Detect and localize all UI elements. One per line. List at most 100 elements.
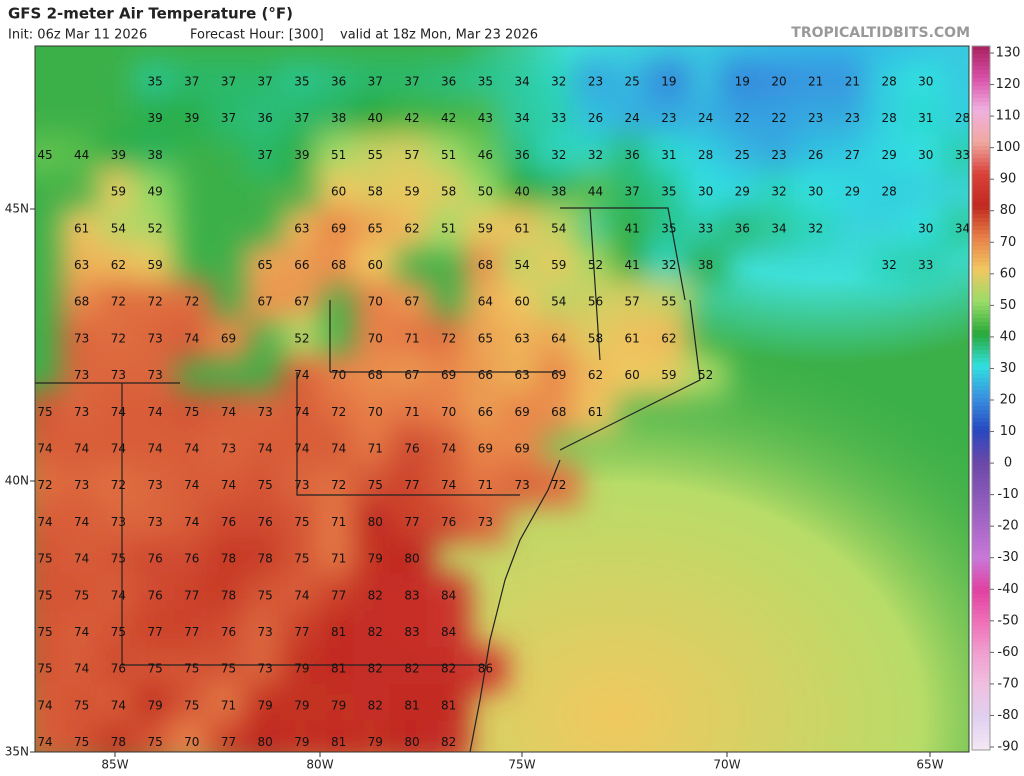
map-frame [34, 45, 970, 753]
colorbar-swatch [972, 338, 990, 343]
colorbar-swatch [972, 442, 990, 447]
colorbar-swatch [972, 710, 990, 715]
temp-value: 75 [74, 735, 89, 749]
colorbar-swatch [972, 666, 990, 671]
lon-label: 85W [101, 758, 128, 772]
colorbar-swatch [972, 618, 990, 623]
temp-value: 42 [404, 111, 419, 125]
colorbar-swatch [972, 690, 990, 695]
colorbar-swatch [972, 634, 990, 639]
temp-value: 51 [441, 221, 456, 235]
colorbar-swatch [972, 570, 990, 575]
temp-value: 81 [331, 735, 346, 749]
temp-value: 82 [368, 662, 383, 676]
temp-value: 45 [37, 148, 52, 162]
colorbar-swatch [972, 66, 990, 71]
colorbar-swatch [972, 730, 990, 735]
temp-value: 71 [404, 405, 419, 419]
temp-value: 79 [147, 698, 162, 712]
colorbar-swatch [972, 538, 990, 543]
colorbar-swatch [972, 646, 990, 651]
temp-value: 72 [441, 331, 456, 345]
temp-value: 35 [661, 221, 676, 235]
temp-value: 84 [441, 588, 456, 602]
temp-value: 74 [111, 588, 126, 602]
colorbar-swatch [972, 414, 990, 419]
temp-value: 63 [514, 331, 529, 345]
temp-value: 80 [404, 552, 419, 566]
colorbar-swatch [972, 186, 990, 191]
colorbar-swatch [972, 294, 990, 299]
lon-label: 65W [916, 758, 943, 772]
colorbar-swatch [972, 46, 990, 51]
temp-value: 68 [551, 405, 566, 419]
temp-value: 73 [258, 662, 273, 676]
temp-value: 75 [37, 625, 52, 639]
temp-value: 74 [184, 515, 199, 529]
temp-cell [940, 133, 969, 178]
colorbar-label: 130 [996, 46, 1021, 61]
temp-value: 35 [294, 75, 309, 89]
temp-value: 72 [111, 295, 126, 309]
temp-value: 77 [331, 588, 346, 602]
colorbar-swatch [972, 74, 990, 79]
temp-value: 21 [845, 75, 860, 89]
colorbar-swatch [972, 118, 990, 123]
colorbar-swatch [972, 246, 990, 251]
temp-value: 70 [331, 368, 346, 382]
colorbar-swatch [972, 598, 990, 603]
temp-value: 34 [955, 221, 970, 235]
temp-cell [536, 463, 581, 508]
temp-value: 74 [294, 442, 309, 456]
temp-value: 26 [588, 111, 603, 125]
colorbar-swatch [972, 318, 990, 323]
lat-label: 35N [5, 745, 29, 759]
colorbar-swatch [972, 734, 990, 739]
colorbar-label: -60 [997, 645, 1018, 660]
temp-value: 37 [258, 148, 273, 162]
colorbar-label: 50 [1000, 298, 1017, 313]
temp-value: 26 [808, 148, 823, 162]
colorbar-swatch [972, 726, 990, 731]
colorbar-swatch [972, 358, 990, 363]
temp-value: 33 [918, 258, 933, 272]
temp-value: 32 [588, 148, 603, 162]
colorbar-label: 100 [996, 140, 1021, 155]
colorbar-swatch [972, 722, 990, 727]
temp-value: 76 [221, 515, 236, 529]
temp-value: 56 [588, 295, 603, 309]
temp-value: 33 [698, 221, 713, 235]
temp-value: 31 [661, 148, 676, 162]
temp-value: 71 [221, 698, 236, 712]
colorbar-swatch [972, 462, 990, 467]
colorbar-swatch [972, 314, 990, 319]
temp-value: 75 [294, 552, 309, 566]
colorbar-label: -40 [997, 582, 1018, 597]
init: Init: 06z Mar 11 2026 [8, 28, 147, 43]
temp-value: 76 [147, 588, 162, 602]
temp-value: 23 [588, 75, 603, 89]
colorbar-swatch [972, 398, 990, 403]
colorbar-swatch [972, 638, 990, 643]
station-values: 35 37 37 37 35 36 37 37 36 35 34 32 23 25 19 19 20 21 21 28… [37, 75, 970, 750]
temp-value: 75 [258, 478, 273, 492]
temp-value: 73 [111, 368, 126, 382]
colorbar-label: 70 [1000, 235, 1017, 250]
colorbar-swatch [972, 154, 990, 159]
temp-value: 31 [918, 111, 933, 125]
colorbar-swatch [972, 386, 990, 391]
temp-value: 28 [955, 111, 970, 125]
colorbar-swatch [972, 98, 990, 103]
temp-value: 60 [625, 368, 640, 382]
temp-value: 72 [37, 478, 52, 492]
colorbar-swatch [972, 394, 990, 399]
temp-value: 74 [74, 662, 89, 676]
colorbar-swatch [972, 290, 990, 295]
colorbar-swatch [972, 554, 990, 559]
temp-value: 73 [294, 478, 309, 492]
temp-value: 70 [368, 405, 383, 419]
temp-value: 24 [698, 111, 713, 125]
colorbar-swatch [972, 718, 990, 723]
temp-value: 73 [74, 405, 89, 419]
temp-value: 54 [514, 258, 529, 272]
